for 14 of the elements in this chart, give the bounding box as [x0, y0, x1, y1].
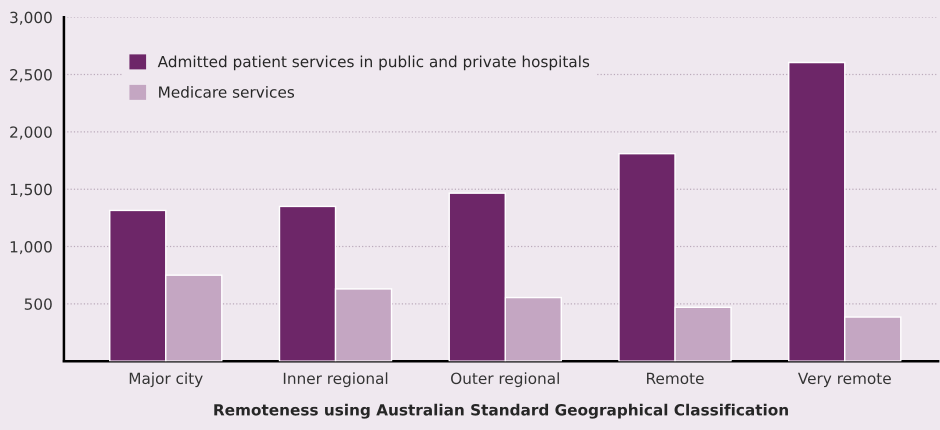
- y-tick-label: 1,000: [10, 241, 52, 254]
- x-tick-label: Inner regional: [284, 372, 388, 388]
- x-tick-label: Outer regional: [451, 372, 559, 388]
- y-tick-label: 3,000: [10, 12, 52, 25]
- y-tick-label: 2,000: [10, 126, 52, 140]
- x-tick-label: Major city: [130, 372, 203, 388]
- x-tick-label: Very remote: [798, 372, 891, 388]
- y-tick-label: 500: [24, 298, 52, 310]
- x-axis-title: Remoteness using Australian Standard Geographical Classification: [214, 404, 788, 419]
- x-tick-label: Remote: [647, 372, 704, 384]
- y-tick-label: 1,500: [10, 184, 52, 197]
- y-tick-label: 2,500: [10, 69, 52, 82]
- legend-label: Admitted patient services in public and private hospitals: [158, 55, 590, 70]
- legend-label: Medicare services: [159, 86, 294, 98]
